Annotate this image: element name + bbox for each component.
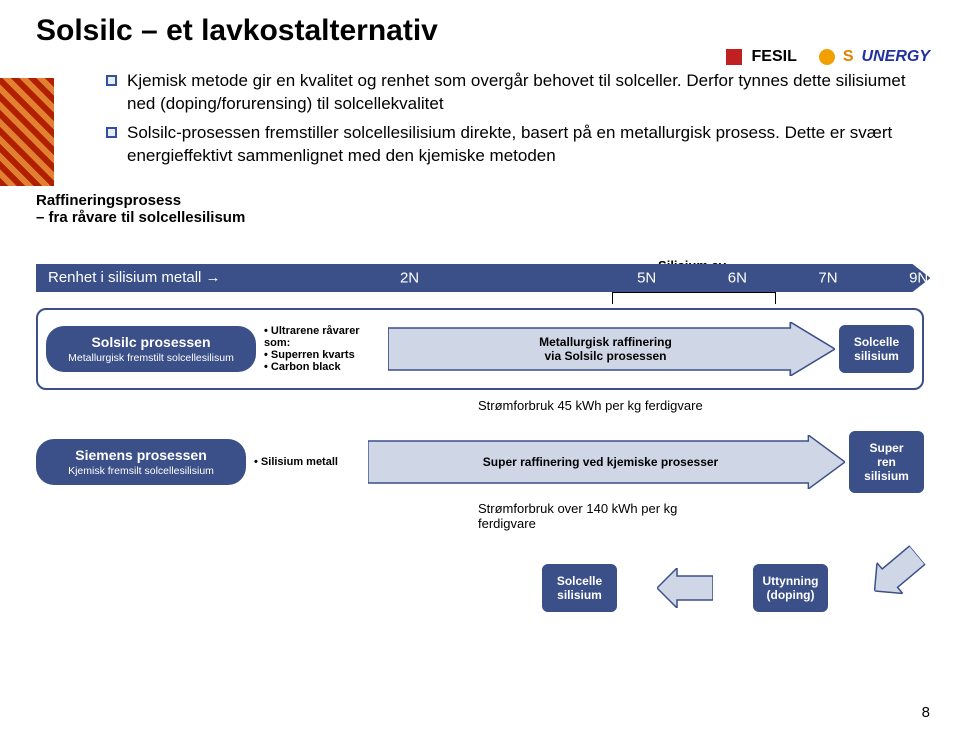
page-number: 8 (922, 704, 930, 721)
bullet-marker-icon (106, 75, 117, 86)
solsilc-title: Solsilc prosessen (60, 334, 242, 350)
solsilc-flow-arrow: Metallurgisk raffinering via Solsilc pro… (388, 322, 835, 376)
solsilc-input-item: Superren kvarts (264, 349, 384, 361)
solsilc-pill: Solsilc prosessen Metallurgisk fremstilt… (46, 326, 256, 372)
fesil-text: FESIL (752, 48, 797, 66)
doping-row: Solcelle silisium Uttynning (doping) (36, 553, 924, 623)
bullet-item: Kjemisk metode gir en kvalitet og renhet… (106, 70, 930, 116)
bullet-text: Solsilc-prosessen fremstiller solcellesi… (127, 122, 930, 168)
purity-mark: 7N (818, 269, 837, 286)
solsilc-arrow-text: Metallurgisk raffinering via Solsilc pro… (388, 322, 835, 376)
siemens-flow-arrow: Super raffinering ved kjemiske prosesser (368, 435, 845, 489)
purity-arrow: 2N 5N 6N 7N 9N (233, 264, 930, 292)
siemens-process-row: Siemens prosessen Kjemisk fremsilt solce… (36, 431, 924, 493)
purity-mark: 2N (400, 269, 419, 286)
siemens-pill: Siemens prosessen Kjemisk fremsilt solce… (36, 439, 246, 485)
sunergy-s: S (843, 48, 854, 66)
sidebar-image (0, 78, 54, 186)
bullet-text: Kjemisk metode gir en kvalitet og renhet… (127, 70, 930, 116)
bullet-list: Kjemisk metode gir en kvalitet og renhet… (106, 70, 930, 168)
arrow-left-icon (657, 568, 713, 608)
siemens-input-item: Silisium metall (254, 456, 364, 468)
siemens-sub: Kjemisk fremsilt solcellesilisium (50, 465, 232, 477)
solsilc-consumption: Strømforbruk 45 kWh per kg ferdigvare (478, 398, 930, 413)
purity-mark: 5N (637, 269, 656, 286)
quality-bracket-icon (612, 292, 776, 304)
solcelle-box-2: Solcelle silisium (542, 564, 617, 612)
arrow-left-icon (862, 539, 931, 606)
bullet-marker-icon (106, 127, 117, 138)
sunergy-rest: UNERGY (862, 48, 930, 66)
solsilc-output-box: Solcelle silisium (839, 325, 914, 373)
siemens-consumption: Strømforbruk over 140 kWh per kg ferdigv… (478, 501, 930, 531)
page-title: Solsilc – et lavkostalternativ (36, 14, 930, 48)
solsilc-inputs-title: Ultrarene råvarer som: (264, 325, 384, 349)
solsilc-inputs: Ultrarene råvarer som: Superren kvarts C… (264, 325, 384, 373)
siemens-output-box: Super ren silisium (849, 431, 924, 493)
bullet-item: Solsilc-prosessen fremstiller solcellesi… (106, 122, 930, 168)
purity-label: Renhet i silisium metall → (36, 264, 233, 292)
siemens-title: Siemens prosessen (50, 447, 232, 463)
doping-box: Uttynning (doping) (753, 564, 828, 612)
refining-heading: Raffineringsprosess – fra råvare til sol… (36, 192, 930, 226)
solsilc-input-item: Carbon black (264, 361, 384, 373)
refining-heading-l2: – fra råvare til solcellesilisum (36, 209, 245, 226)
refining-heading-l1: Raffineringsprosess (36, 192, 181, 209)
siemens-arrow-text: Super raffinering ved kjemiske prosesser (368, 435, 845, 489)
sunergy-icon (819, 49, 835, 65)
purity-mark: 6N (728, 269, 747, 286)
fesil-icon (726, 49, 742, 65)
solsilc-sub: Metallurgisk fremstilt solcellesilisum (60, 352, 242, 364)
purity-bar: Renhet i silisium metall → 2N 5N 6N 7N 9N (36, 264, 930, 292)
purity-mark: 9N (909, 269, 928, 286)
siemens-inputs: Silisium metall (254, 456, 364, 468)
logos: FESIL S UNERGY (726, 48, 930, 66)
solsilc-process-container: Solsilc prosessen Metallurgisk fremstilt… (36, 308, 924, 390)
